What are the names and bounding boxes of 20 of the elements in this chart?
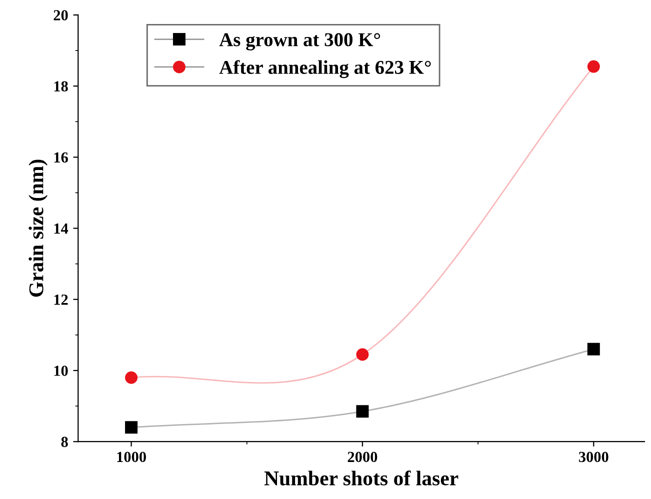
- point: [125, 421, 138, 434]
- y-tick-label: 14: [54, 224, 68, 234]
- x-tick-label: 3000: [578, 452, 608, 462]
- y-tick-label: 16: [54, 152, 68, 163]
- y-tick-label: 18: [54, 81, 68, 92]
- legend-label: As grown at 300 K°: [219, 33, 380, 50]
- x-axis-title: Number shots of laser: [264, 470, 458, 486]
- legend-label: After annealing at 623 K°: [219, 60, 431, 78]
- y-tick-label: 10: [54, 366, 68, 376]
- point: [125, 371, 138, 384]
- point: [587, 342, 600, 356]
- y-axis-title: Grain size (nm): [28, 160, 48, 297]
- y-tick-label: 12: [54, 294, 68, 305]
- y-tick-label: 20: [54, 10, 68, 20]
- point: [356, 348, 369, 361]
- x-tick-label: 2000: [348, 452, 378, 462]
- point: [356, 405, 369, 418]
- x-tick-label: 1000: [117, 452, 146, 462]
- y-tick-label: 8: [61, 436, 68, 448]
- point: [587, 60, 600, 73]
